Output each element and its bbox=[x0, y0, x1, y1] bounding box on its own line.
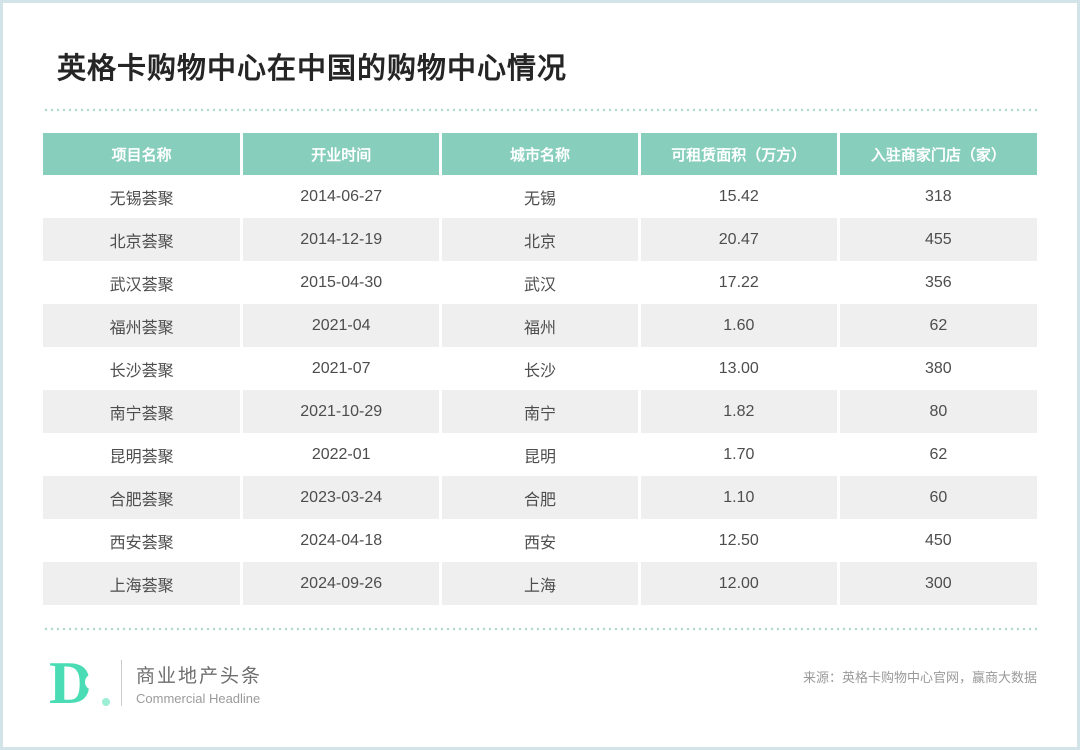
column-header: 城市名称 bbox=[440, 133, 641, 175]
table-cell: 无锡 bbox=[440, 175, 641, 218]
table-cell: 合肥荟聚 bbox=[43, 476, 244, 519]
table-cell: 1.82 bbox=[639, 390, 840, 433]
table-cell: 13.00 bbox=[639, 347, 840, 390]
table-row: 武汉荟聚 2015-04-30 武汉 17.22 356 bbox=[43, 261, 1037, 304]
table-row: 西安荟聚 2024-04-18 西安 12.50 450 bbox=[43, 519, 1037, 562]
table-cell: 2023-03-24 bbox=[241, 476, 443, 519]
table-row: 无锡荟聚 2014-06-27 无锡 15.42 318 bbox=[43, 175, 1037, 218]
table-cell: 北京 bbox=[440, 218, 641, 261]
table-cell: 1.70 bbox=[639, 433, 840, 476]
brand-logo: D 商业地产头条 Commercial Headline bbox=[43, 652, 262, 714]
column-header: 入驻商家门店（家） bbox=[838, 133, 1037, 175]
table-cell: 2014-12-19 bbox=[241, 218, 443, 261]
table-row: 南宁荟聚 2021-10-29 南宁 1.82 80 bbox=[43, 390, 1037, 433]
table-cell: 武汉 bbox=[440, 261, 641, 304]
table-row: 合肥荟聚 2023-03-24 合肥 1.10 60 bbox=[43, 476, 1037, 519]
column-header: 项目名称 bbox=[43, 133, 244, 175]
table-cell: 福州 bbox=[440, 304, 641, 347]
table-cell: 2014-06-27 bbox=[241, 175, 443, 218]
brand-name-en: Commercial Headline bbox=[136, 690, 261, 706]
brand-d-icon: D bbox=[49, 652, 110, 714]
table-cell: 300 bbox=[838, 562, 1037, 605]
table-cell: 380 bbox=[924, 359, 952, 377]
column-header: 开业时间 bbox=[241, 133, 443, 175]
table-header-row: 项目名称 开业时间 城市名称 可租赁面积（万方） 入驻商家门店（家） bbox=[43, 133, 1037, 175]
table-body: 无锡荟聚 2014-06-27 无锡 15.42 318 北京荟聚 2014-12-19 北京… bbox=[43, 175, 1037, 605]
table-cell: 2022-01 bbox=[241, 433, 443, 476]
brand-divider bbox=[121, 660, 122, 706]
table-cell: 60 bbox=[838, 476, 1037, 519]
table-cell: 1.60 bbox=[639, 304, 840, 347]
table-cell: 2015-04-30 bbox=[241, 261, 443, 304]
table-cell: 15.42 bbox=[639, 175, 840, 218]
table-cell: 上海荟聚 bbox=[43, 562, 244, 605]
source-note: 来源：英格卡购物中心官网，赢商大数据 bbox=[802, 669, 1037, 685]
table-cell: 318 bbox=[924, 187, 952, 205]
table-cell: 南宁荟聚 bbox=[43, 390, 244, 433]
dotted-divider-top bbox=[43, 108, 1037, 112]
table-cell: 武汉荟聚 bbox=[43, 261, 244, 304]
table-cell: 17.22 bbox=[639, 261, 840, 304]
table-header: 项目名称 开业时间 城市名称 可租赁面积（万方） 入驻商家门店（家） bbox=[43, 133, 1037, 175]
brand-text: 商业地产头条 Commercial Headline bbox=[136, 661, 262, 706]
table-cell: 2021-07 bbox=[241, 347, 443, 390]
table-cell: 上海 bbox=[440, 562, 641, 605]
table-cell: 62 bbox=[838, 304, 1037, 347]
table-cell: 长沙荟聚 bbox=[43, 347, 244, 390]
table-cell: 80 bbox=[838, 390, 1037, 433]
table-cell: 12.50 bbox=[639, 519, 840, 562]
shopping-centers-table: 项目名称 开业时间 城市名称 可租赁面积（万方） 入驻商家门店（家） 无锡荟聚 2014-… bbox=[43, 133, 1037, 605]
table-cell: 1.10 bbox=[639, 476, 840, 519]
table-cell: 356 bbox=[924, 273, 952, 291]
table-cell: 455 bbox=[838, 218, 1037, 261]
table-cell: 昆明 bbox=[440, 433, 641, 476]
table-cell: 长沙 bbox=[440, 347, 641, 390]
footer: D 商业地产头条 Commercial Headline 来源：英格卡购物中心官… bbox=[43, 652, 1037, 714]
table-cell: 昆明荟聚 bbox=[43, 433, 244, 476]
table-cell: 西安荟聚 bbox=[43, 519, 244, 562]
table-cell: 2021-04 bbox=[241, 304, 443, 347]
table-cell: 12.00 bbox=[639, 562, 840, 605]
table-cell: 20.47 bbox=[639, 218, 840, 261]
table-row: 上海荟聚 2024-09-26 上海 12.00 300 bbox=[43, 562, 1037, 605]
table-row: 长沙荟聚 2021-07 长沙 13.00 380 bbox=[43, 347, 1037, 390]
table-cell: 2024-04-18 bbox=[241, 519, 443, 562]
table-cell: 南宁 bbox=[440, 390, 641, 433]
table-cell: 2024-09-26 bbox=[241, 562, 443, 605]
brand-name-cn: 商业地产头条 bbox=[136, 665, 263, 687]
logo-notch bbox=[85, 674, 101, 690]
table-cell: 无锡荟聚 bbox=[43, 175, 244, 218]
table-row: 昆明荟聚 2022-01 昆明 1.70 62 bbox=[43, 433, 1037, 476]
page-title: 英格卡购物中心在中国的购物中心情况 bbox=[57, 53, 568, 85]
table-row: 福州荟聚 2021-04 福州 1.60 62 bbox=[43, 304, 1037, 347]
table-cell: 450 bbox=[924, 531, 952, 549]
column-header: 可租赁面积（万方） bbox=[639, 133, 840, 175]
dotted-divider-bottom bbox=[43, 627, 1037, 631]
table-cell: 福州荟聚 bbox=[43, 304, 244, 347]
table-cell: 合肥 bbox=[440, 476, 641, 519]
table-row: 北京荟聚 2014-12-19 北京 20.47 455 bbox=[43, 218, 1037, 261]
table-cell: 西安 bbox=[440, 519, 641, 562]
table-cell: 62 bbox=[929, 445, 948, 463]
table-cell: 2021-10-29 bbox=[241, 390, 443, 433]
table-cell: 北京荟聚 bbox=[43, 218, 244, 261]
logo-dot bbox=[102, 698, 110, 706]
